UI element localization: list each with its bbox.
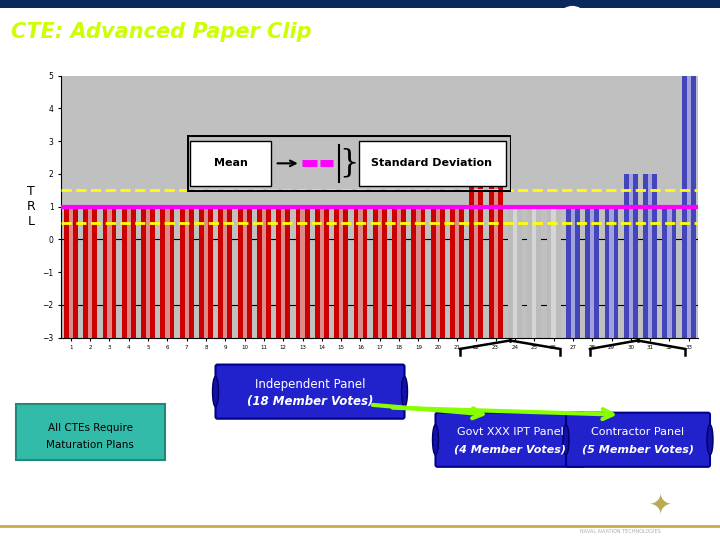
Bar <box>513 206 517 338</box>
FancyBboxPatch shape <box>191 140 271 186</box>
Text: (5 Member Votes): (5 Member Votes) <box>582 445 694 455</box>
Bar <box>571 206 575 338</box>
Bar <box>204 206 208 338</box>
Bar <box>546 206 561 338</box>
Bar <box>411 206 426 338</box>
Bar <box>146 206 150 338</box>
FancyBboxPatch shape <box>215 364 405 418</box>
Bar <box>339 206 343 338</box>
Bar <box>643 174 657 338</box>
Bar <box>585 206 599 338</box>
Bar <box>107 206 112 338</box>
FancyBboxPatch shape <box>359 140 506 186</box>
Text: AIR: AIR <box>612 24 641 39</box>
Bar <box>450 206 464 338</box>
Text: (18 Member Votes): (18 Member Votes) <box>247 395 373 408</box>
Bar <box>397 206 401 338</box>
Text: Contractor Panel: Contractor Panel <box>591 427 685 437</box>
Bar <box>474 174 479 338</box>
Bar <box>455 206 459 338</box>
FancyBboxPatch shape <box>436 413 585 467</box>
FancyBboxPatch shape <box>566 413 710 467</box>
Bar <box>566 206 580 338</box>
Bar <box>662 206 676 338</box>
Bar <box>223 206 228 338</box>
Ellipse shape <box>433 425 438 455</box>
Bar <box>359 206 363 338</box>
Bar <box>378 206 382 338</box>
Bar <box>334 206 348 338</box>
Text: ✦: ✦ <box>649 491 672 519</box>
Bar <box>238 206 251 338</box>
Ellipse shape <box>582 425 588 455</box>
Text: All CTEs Require: All CTEs Require <box>48 423 132 433</box>
Y-axis label: T
R
L: T R L <box>27 185 35 228</box>
Bar <box>68 206 73 338</box>
Bar <box>262 206 266 338</box>
Bar <box>127 206 131 338</box>
Ellipse shape <box>563 425 569 455</box>
Bar <box>609 206 613 338</box>
Bar <box>469 174 483 338</box>
Ellipse shape <box>212 376 218 407</box>
Bar <box>605 206 618 338</box>
FancyBboxPatch shape <box>16 404 165 460</box>
Text: }: } <box>340 148 359 179</box>
Bar <box>629 174 633 338</box>
Bar <box>315 206 329 338</box>
Bar <box>276 206 290 338</box>
Bar <box>552 206 556 338</box>
Bar <box>102 206 117 338</box>
Bar <box>180 206 194 338</box>
Bar <box>493 174 498 338</box>
Bar <box>161 206 174 338</box>
Ellipse shape <box>707 425 713 455</box>
Bar <box>624 174 638 338</box>
Bar <box>122 206 136 338</box>
Bar <box>166 206 169 338</box>
Bar <box>590 206 594 338</box>
Bar <box>682 76 696 338</box>
Bar <box>257 206 271 338</box>
Bar <box>199 206 213 338</box>
Ellipse shape <box>402 376 408 407</box>
Bar <box>320 206 324 338</box>
Bar <box>416 206 420 338</box>
Bar <box>532 206 536 338</box>
Bar <box>392 206 406 338</box>
Bar <box>436 206 440 338</box>
Text: Standard Deviation: Standard Deviation <box>372 158 492 168</box>
Bar <box>354 206 367 338</box>
Ellipse shape <box>552 6 592 59</box>
Text: Maturation Plans: Maturation Plans <box>46 440 134 450</box>
Bar <box>527 206 541 338</box>
Bar <box>508 206 522 338</box>
Text: NAV: NAV <box>494 24 529 39</box>
Bar <box>687 76 691 338</box>
Bar <box>648 174 652 338</box>
Bar <box>667 206 672 338</box>
Bar <box>281 206 285 338</box>
Bar <box>64 206 78 338</box>
Bar <box>0 0 720 8</box>
Bar <box>84 206 97 338</box>
Text: (4 Member Votes): (4 Member Votes) <box>454 445 566 455</box>
Text: NAVAL AVIATION TECHNOLOGIES: NAVAL AVIATION TECHNOLOGIES <box>580 530 660 535</box>
Bar <box>141 206 155 338</box>
Bar <box>300 206 305 338</box>
Bar <box>296 206 310 338</box>
Bar <box>218 206 233 338</box>
Bar <box>489 174 503 338</box>
Text: Govt XXX IPT Panel: Govt XXX IPT Panel <box>456 427 563 437</box>
Text: CTE: Advanced Paper Clip: CTE: Advanced Paper Clip <box>11 22 312 42</box>
Bar <box>431 206 445 338</box>
Bar <box>88 206 92 338</box>
Text: Mean: Mean <box>214 158 248 168</box>
Bar <box>373 206 387 338</box>
Bar <box>184 206 189 338</box>
Text: Independent Panel: Independent Panel <box>255 377 365 390</box>
Bar <box>243 206 247 338</box>
